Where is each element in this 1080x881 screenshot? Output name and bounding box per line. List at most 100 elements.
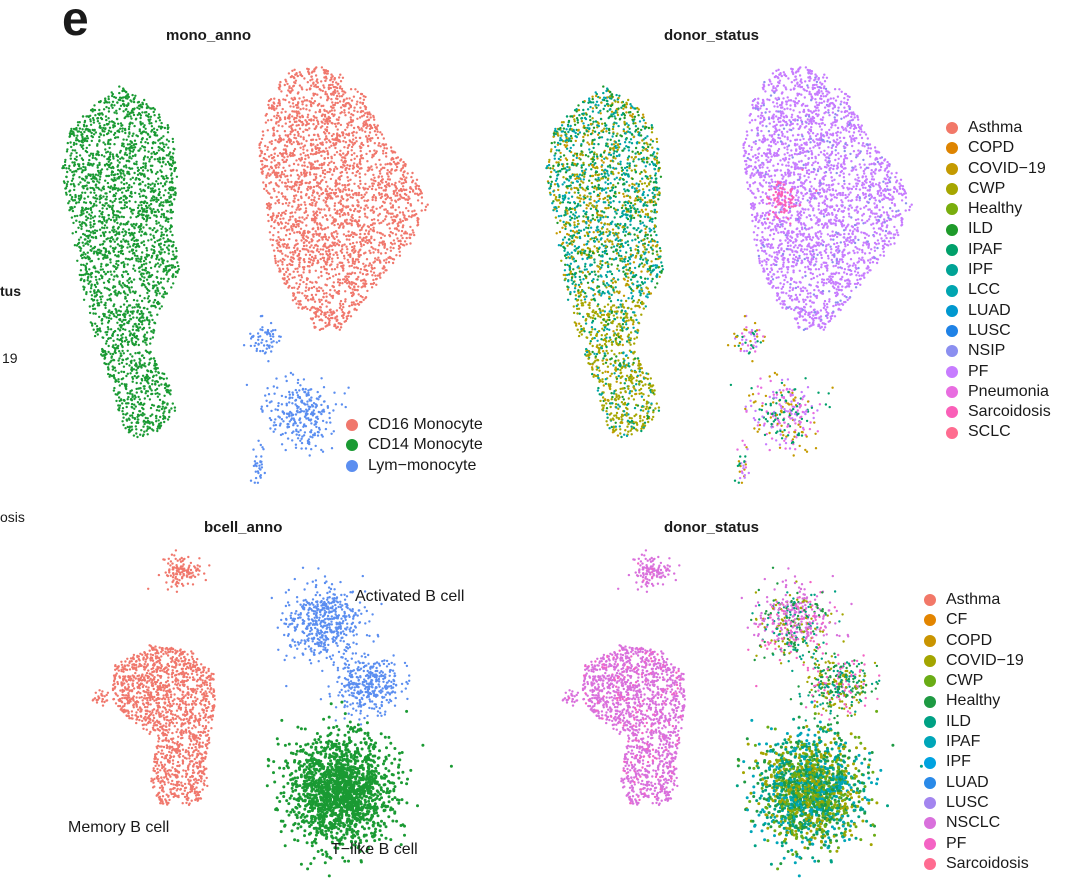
point — [71, 170, 74, 174]
point — [336, 223, 340, 226]
point — [158, 393, 161, 396]
point — [380, 175, 384, 178]
point — [137, 260, 140, 263]
plot2-title: donor_status — [664, 27, 760, 44]
point — [282, 152, 285, 155]
point — [284, 149, 288, 152]
point — [159, 142, 162, 145]
point — [309, 280, 312, 284]
point — [148, 135, 151, 139]
point — [114, 214, 117, 217]
point — [172, 187, 175, 191]
point — [303, 218, 306, 221]
point — [68, 135, 71, 138]
point — [151, 141, 155, 144]
point — [353, 245, 356, 248]
point — [156, 239, 159, 242]
point — [155, 220, 158, 223]
point — [110, 359, 113, 362]
point — [332, 191, 336, 195]
point — [367, 230, 371, 233]
point — [90, 235, 94, 239]
point — [364, 297, 367, 300]
point — [101, 295, 104, 298]
point — [128, 207, 132, 210]
point — [304, 203, 307, 206]
point — [386, 169, 389, 172]
point — [359, 154, 363, 158]
point — [303, 77, 306, 80]
point — [105, 238, 108, 241]
point — [107, 129, 111, 132]
point — [172, 152, 175, 155]
point — [365, 273, 368, 276]
point — [306, 277, 309, 280]
point — [379, 172, 382, 175]
point — [76, 163, 80, 166]
point — [345, 245, 348, 248]
point — [86, 216, 90, 220]
point — [333, 208, 336, 211]
point — [134, 94, 137, 98]
point — [272, 212, 275, 215]
point — [394, 208, 397, 212]
point — [292, 270, 295, 273]
point — [318, 305, 322, 309]
point — [385, 258, 388, 261]
point — [84, 223, 87, 226]
point — [102, 141, 105, 144]
point — [147, 177, 150, 181]
point — [146, 394, 149, 398]
point — [285, 185, 288, 188]
point — [139, 258, 142, 261]
point — [71, 149, 75, 152]
point — [300, 100, 304, 103]
point — [326, 257, 330, 260]
point — [349, 242, 352, 246]
point — [262, 134, 265, 137]
point — [370, 126, 374, 130]
point — [318, 108, 322, 112]
point — [304, 181, 307, 185]
point — [274, 138, 277, 142]
point — [334, 219, 337, 222]
point — [141, 103, 145, 106]
point — [384, 251, 387, 255]
point — [324, 315, 328, 319]
point — [160, 305, 163, 308]
point — [151, 379, 154, 382]
point — [415, 178, 419, 181]
point — [131, 376, 134, 379]
point — [107, 251, 111, 255]
point — [122, 110, 125, 113]
point — [321, 248, 325, 251]
point — [116, 334, 120, 337]
point — [401, 185, 405, 188]
point — [143, 130, 146, 133]
point — [284, 122, 287, 125]
point — [323, 157, 326, 160]
point — [345, 171, 349, 174]
point — [121, 420, 124, 423]
point — [291, 69, 294, 73]
point — [173, 167, 177, 170]
point — [375, 133, 378, 136]
point — [140, 138, 144, 141]
point — [142, 213, 145, 217]
point — [278, 162, 281, 165]
point — [115, 262, 118, 265]
point — [132, 148, 135, 151]
point — [368, 131, 372, 134]
point — [130, 195, 133, 198]
point — [270, 142, 273, 146]
point — [288, 113, 291, 116]
point — [159, 281, 163, 284]
point — [135, 428, 138, 431]
point — [343, 243, 346, 246]
point — [150, 130, 153, 133]
point — [160, 121, 163, 125]
point — [130, 361, 133, 365]
point — [297, 142, 301, 146]
point — [353, 162, 356, 165]
point — [331, 80, 335, 84]
